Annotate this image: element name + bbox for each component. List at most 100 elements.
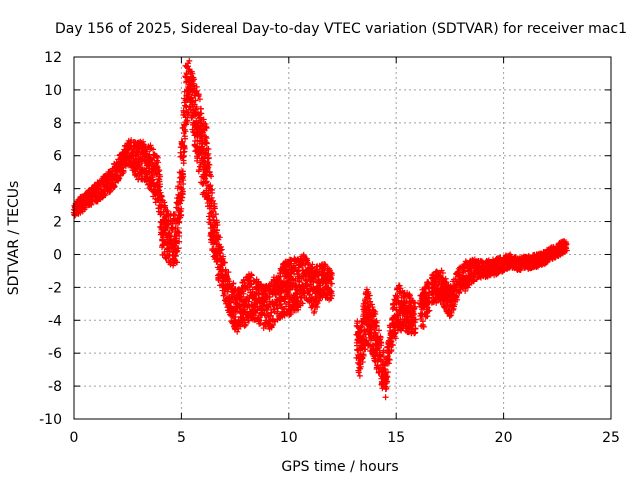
data-point (412, 316, 419, 323)
data-point (182, 128, 189, 135)
data-point (268, 309, 275, 316)
data-point (196, 96, 203, 103)
data-point (446, 313, 453, 320)
x-axis-label: GPS time / hours (281, 459, 398, 475)
data-point (328, 280, 335, 287)
data-point (294, 293, 301, 300)
data-point (176, 232, 183, 239)
data-point (157, 189, 164, 196)
data-point (274, 305, 281, 312)
data-point (466, 281, 473, 288)
data-point (206, 168, 213, 175)
data-point (228, 304, 235, 311)
x-tick-label: 15 (387, 430, 405, 446)
data-point (424, 313, 431, 320)
data-point (172, 253, 179, 260)
data-point (389, 342, 396, 349)
data-point (175, 245, 182, 252)
data-point (203, 139, 210, 146)
data-point (328, 292, 335, 299)
data-point (221, 259, 228, 266)
data-point (439, 269, 446, 276)
data-point (170, 262, 177, 269)
data-point (162, 202, 169, 209)
data-point (174, 259, 181, 266)
data-point (193, 103, 200, 110)
data-point (563, 247, 570, 254)
data-point (398, 294, 405, 301)
data-point (212, 211, 219, 218)
data-point (224, 276, 231, 283)
data-point (180, 181, 187, 188)
data-point (155, 159, 162, 166)
data-point (360, 351, 367, 358)
data-point (181, 145, 188, 152)
data-point (206, 161, 213, 168)
y-tick-label: -10 (39, 412, 62, 428)
data-point (102, 192, 109, 199)
chart-title: Day 156 of 2025, Sidereal Day-to-day VTE… (55, 21, 627, 37)
data-point (186, 57, 193, 64)
data-point (370, 307, 377, 314)
data-point (175, 183, 182, 190)
data-point (433, 299, 440, 306)
data-point (214, 221, 221, 228)
data-point (205, 154, 212, 161)
data-point (385, 360, 392, 367)
data-point (150, 146, 157, 153)
data-point (161, 199, 168, 206)
data-point (157, 173, 164, 180)
data-point (167, 259, 174, 266)
data-point (412, 325, 419, 332)
data-point (208, 173, 215, 180)
x-tick-label: 10 (280, 430, 298, 446)
data-point (366, 292, 373, 299)
data-point (392, 335, 399, 342)
data-point (396, 288, 403, 295)
y-axis-label: SDTVAR / TECUs (6, 181, 22, 296)
data-point (155, 168, 162, 175)
data-point (248, 271, 255, 278)
data-point (369, 342, 376, 349)
data-point (88, 201, 95, 208)
data-point (456, 290, 463, 297)
data-point (255, 287, 262, 294)
data-point (179, 139, 186, 146)
data-point (216, 234, 223, 241)
data-point (375, 327, 382, 334)
data-point (188, 114, 195, 121)
data-point (173, 237, 180, 244)
data-point (359, 359, 366, 366)
data-point (242, 321, 249, 328)
data-point (139, 160, 146, 167)
data-point (203, 178, 210, 185)
data-point (309, 261, 316, 268)
y-tick-label: -4 (48, 313, 62, 329)
data-point (225, 269, 232, 276)
data-point (133, 172, 140, 179)
y-tick-label: 10 (44, 83, 62, 99)
data-point (176, 218, 183, 225)
data-point (195, 166, 202, 173)
data-point (184, 117, 191, 124)
data-point (188, 95, 195, 102)
data-point (426, 285, 433, 292)
data-point (425, 308, 432, 315)
y-tick-label: 12 (44, 50, 62, 66)
data-point (230, 280, 237, 287)
data-point (454, 296, 461, 303)
y-tick-label: -6 (48, 346, 62, 362)
y-tick-label: 8 (53, 116, 62, 132)
data-point (220, 253, 227, 260)
data-point (189, 70, 196, 77)
data-point (386, 356, 393, 363)
grid (74, 57, 611, 419)
data-point (179, 191, 186, 198)
data-point (195, 91, 202, 98)
data-point (203, 125, 210, 132)
data-point (206, 216, 213, 223)
data-point (185, 63, 192, 70)
data-point (426, 307, 433, 314)
data-point (328, 272, 335, 279)
